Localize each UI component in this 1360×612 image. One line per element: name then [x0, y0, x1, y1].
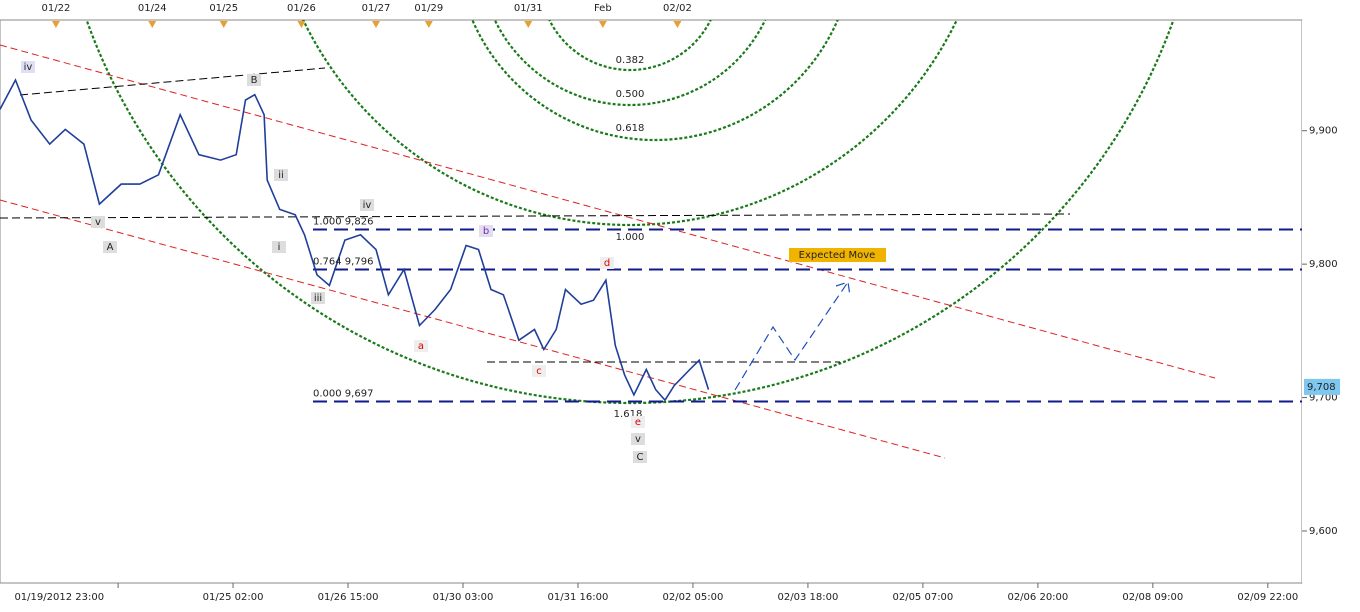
wave-label: v	[635, 434, 641, 445]
fib-label: 0.500	[616, 89, 645, 100]
wave-label: C	[637, 452, 644, 463]
top-marker	[673, 21, 682, 28]
black-lines	[0, 67, 1071, 363]
x-tick-label: 01/26 15:00	[318, 592, 379, 603]
top-marker-label: 01/26	[287, 3, 316, 14]
wave-label: iii	[314, 293, 322, 304]
top-marker	[424, 21, 433, 28]
wave-label-bg	[600, 257, 614, 269]
top-marker-label: Feb	[594, 3, 612, 14]
top-marker	[51, 21, 60, 28]
plot-area	[0, 19, 1303, 584]
wave-label: i	[278, 242, 281, 253]
channel	[0, 44, 1216, 459]
y-tick-label: 9,700	[1309, 393, 1338, 404]
wave-label-bg	[360, 199, 374, 211]
wave-label-bg	[479, 225, 493, 237]
trend-line	[0, 213, 1071, 219]
current-price-label: 9,708	[1307, 382, 1336, 393]
wave-label-bg	[311, 292, 325, 304]
price-axis	[1302, 20, 1360, 583]
wave-label: e	[635, 417, 641, 428]
fib-label: 0.382	[616, 55, 645, 66]
wave-label-bg	[631, 433, 645, 445]
level-label: 0.000 9,697	[313, 389, 373, 400]
x-tick-label: 01/31 16:00	[548, 592, 609, 603]
top-marker-label: 01/31	[514, 3, 543, 14]
top-marker	[297, 21, 306, 28]
top-marker	[524, 21, 533, 28]
wave-label: c	[536, 366, 542, 377]
drawings	[0, 20, 1216, 459]
wave-label-bg	[103, 241, 117, 253]
trend-line	[0, 199, 946, 459]
wave-label: iv	[24, 62, 33, 73]
wave-label-bg	[532, 365, 546, 377]
x-tick-label: 01/30 03:00	[433, 592, 494, 603]
x-tick-label: 01/19/2012 23:00	[14, 592, 104, 603]
fib-label: 1.618	[614, 409, 643, 420]
top-marker	[598, 21, 607, 28]
projection-arrow	[734, 281, 851, 391]
top-marker-label: 01/22	[42, 3, 71, 14]
wave-label-bg	[633, 451, 647, 463]
top-marker	[148, 21, 157, 28]
trend-line	[19, 67, 326, 96]
wave-label: A	[107, 242, 114, 253]
current-price-box	[1304, 378, 1340, 395]
wave-label: a	[418, 341, 424, 352]
top-marker-label: 01/24	[138, 3, 167, 14]
wave-label: ii	[278, 170, 284, 181]
fib-arc	[85, 20, 1175, 404]
x-tick-label: 02/06 20:00	[1007, 592, 1068, 603]
x-tick-label: 02/03 18:00	[778, 592, 839, 603]
level-label: 1.000 9,826	[313, 216, 373, 227]
wave-label: b	[483, 226, 489, 237]
plot-layer	[0, 78, 1302, 403]
expected-move-bg	[789, 248, 886, 262]
top-marker-label: 02/02	[663, 3, 692, 14]
fib-arc	[548, 20, 712, 72]
level-label: 0.764 9,796	[313, 256, 373, 267]
top-marker-label: 01/25	[209, 3, 238, 14]
wave-label: iv	[363, 200, 372, 211]
top-marker	[371, 21, 380, 28]
price-line	[0, 78, 710, 402]
wave-label-bg	[272, 241, 286, 253]
wave-label-bg	[91, 216, 105, 228]
trend-line	[0, 44, 1216, 379]
wave-label-bg	[21, 61, 35, 73]
y-tick-label: 9,600	[1309, 526, 1338, 537]
y-tick-label: 9,800	[1309, 259, 1338, 270]
top-marker	[219, 21, 228, 28]
fib-label: 1.000	[616, 232, 645, 243]
wave-label: B	[251, 75, 258, 86]
y-tick-label: 9,900	[1309, 126, 1338, 137]
wave-label: v	[95, 217, 101, 228]
fib-arc	[471, 20, 839, 142]
wave-label-bg	[247, 74, 261, 86]
wave-label-bg	[414, 340, 428, 352]
top-marker-label: 01/27	[362, 3, 391, 14]
wave-label-bg	[274, 169, 288, 181]
x-tick-label: 01/25 02:00	[203, 592, 264, 603]
x-tick-label: 02/09 22:00	[1237, 592, 1298, 603]
wave-label: d	[604, 258, 610, 269]
wave-label-bg	[631, 416, 645, 428]
x-tick-label: 02/02 05:00	[663, 592, 724, 603]
x-tick-label: 02/05 07:00	[892, 592, 953, 603]
fib-arc	[493, 20, 767, 107]
fib-label: 0.618	[616, 123, 645, 134]
expected-move-label: Expected Move	[799, 250, 876, 261]
x-tick-label: 02/08 09:00	[1122, 592, 1183, 603]
fib-arcs	[85, 20, 1175, 404]
top-marker-label: 01/29	[414, 3, 443, 14]
